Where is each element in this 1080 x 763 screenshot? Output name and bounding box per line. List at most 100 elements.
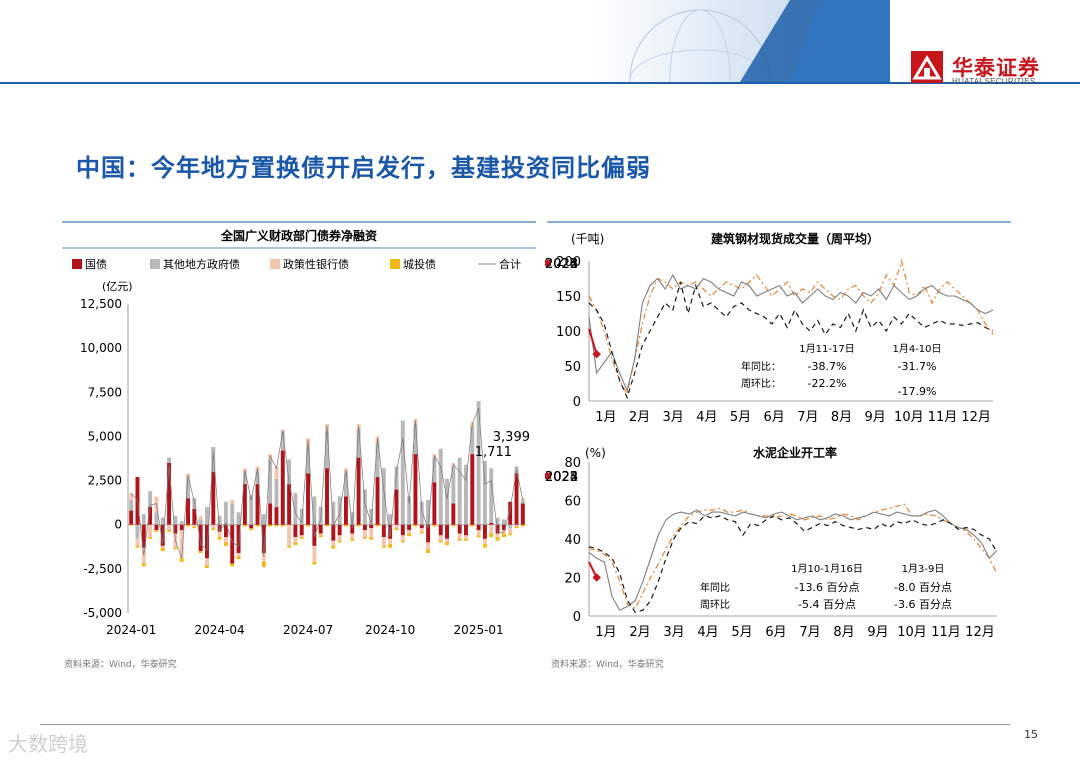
annotation-label: 周环比 [700, 599, 730, 611]
chart-title: 建筑钢材现货成交量（周平均） [710, 231, 879, 246]
y-tick-label: 12,500 [80, 297, 122, 311]
annotation-value: -22.2% [808, 377, 847, 390]
bar-segment [186, 498, 190, 525]
bar-segment [236, 552, 241, 557]
source-note-right: 资料来源：Wind，华泰研究 [551, 660, 664, 670]
annotation-value: -5.4 百分点 [798, 598, 856, 611]
bar-segment [205, 507, 209, 525]
bar-segment [299, 535, 304, 538]
bar-segment [236, 556, 241, 560]
bar-segment [350, 524, 355, 534]
bar-segment [211, 471, 216, 525]
legend-swatch [72, 259, 82, 269]
header-rule [0, 82, 1080, 84]
series-line [588, 258, 994, 396]
series-line [588, 509, 998, 611]
bar-segment [337, 496, 342, 525]
bar-segment [167, 530, 172, 532]
bar-segment [293, 492, 298, 525]
bar-segment [249, 496, 254, 525]
bar-segment [419, 528, 424, 532]
bar-segment [350, 512, 355, 525]
bar-segment [388, 538, 393, 545]
bar-segment [331, 540, 336, 546]
bar-segment [369, 537, 374, 540]
bar-segment [394, 528, 399, 531]
legend-label: 2023 [545, 257, 578, 272]
bar-segment [445, 524, 449, 539]
bar-segment [445, 538, 449, 543]
bar-segment [501, 533, 506, 538]
bar-segment [501, 524, 506, 531]
x-tick-label: 9月 [865, 410, 886, 425]
x-tick-label: 6月 [764, 410, 785, 425]
x-tick-label: 2025-01 [454, 623, 504, 637]
bar-segment [179, 530, 184, 559]
bar-segment [489, 533, 494, 538]
y-tick-label: 80 [564, 456, 581, 471]
annotation-value: -13.6 百分点 [795, 581, 860, 594]
bar-segment [268, 524, 273, 527]
bar-segment [293, 542, 298, 546]
bar-segment [514, 526, 519, 529]
bar-segment [249, 528, 254, 531]
bar-segment [508, 533, 513, 536]
x-tick-label: 2月 [629, 625, 650, 640]
x-tick-label: 10月 [897, 625, 927, 640]
bar-segment [400, 524, 405, 536]
bar-segment [223, 501, 228, 525]
bar-segment [388, 544, 393, 548]
bar-segment [268, 459, 273, 504]
y-tick-label: 0 [114, 518, 122, 532]
brand-logo: 华泰证券 HUATAI SECURITIES [910, 50, 1070, 90]
legend-label: 2024 [545, 257, 578, 272]
bar-segment [312, 545, 317, 562]
annotation-label: 年同比 [700, 581, 730, 594]
x-tick-label: 3月 [663, 410, 684, 425]
bar-segment [489, 522, 494, 525]
page-number: 15 [1024, 728, 1038, 741]
bar-segment [432, 524, 437, 527]
x-tick-label: 4月 [696, 410, 717, 425]
x-tick-label: 2024-04 [195, 623, 245, 637]
logo-mark-icon [911, 51, 943, 83]
bar-segment [261, 514, 266, 525]
y-axis-label: (亿元) [102, 280, 133, 293]
y-tick-label: 150 [556, 290, 581, 305]
bar-segment [236, 512, 241, 525]
bar-segment [369, 524, 374, 529]
bar-segment [438, 448, 443, 525]
legend-swatch [270, 259, 280, 269]
bar-segment [520, 524, 525, 527]
bar-segment [464, 538, 468, 541]
x-tick-label: 10月 [894, 410, 924, 425]
bar-segment [198, 524, 203, 552]
bar-segment [167, 462, 172, 525]
logo-text-en: HUATAI SECURITIES [952, 77, 1036, 86]
bar-segment [419, 524, 424, 529]
bar-segment [451, 466, 456, 504]
series-line [588, 281, 994, 400]
bar-segment [331, 545, 336, 549]
bar-segment [223, 524, 228, 538]
bar-segment [343, 496, 348, 525]
bar-segment [407, 524, 412, 531]
bar-segment [186, 524, 190, 527]
bar-segment [306, 524, 311, 527]
bar-segment [407, 533, 412, 537]
bar-segment [160, 517, 165, 525]
bar-segment [362, 524, 367, 531]
y-axis-label: (%) [585, 446, 606, 460]
bar-segment [413, 454, 418, 525]
bar-segment [129, 499, 134, 511]
bar-segment [407, 530, 412, 534]
bar-segment [217, 537, 222, 540]
bar-segment [419, 501, 424, 525]
bar-segment [356, 429, 361, 458]
bar-segment [312, 561, 317, 565]
bar-segment [160, 524, 165, 546]
bar-segment [337, 524, 342, 536]
y-tick-label: 7,500 [88, 385, 122, 399]
x-tick-label: 9月 [867, 625, 888, 640]
